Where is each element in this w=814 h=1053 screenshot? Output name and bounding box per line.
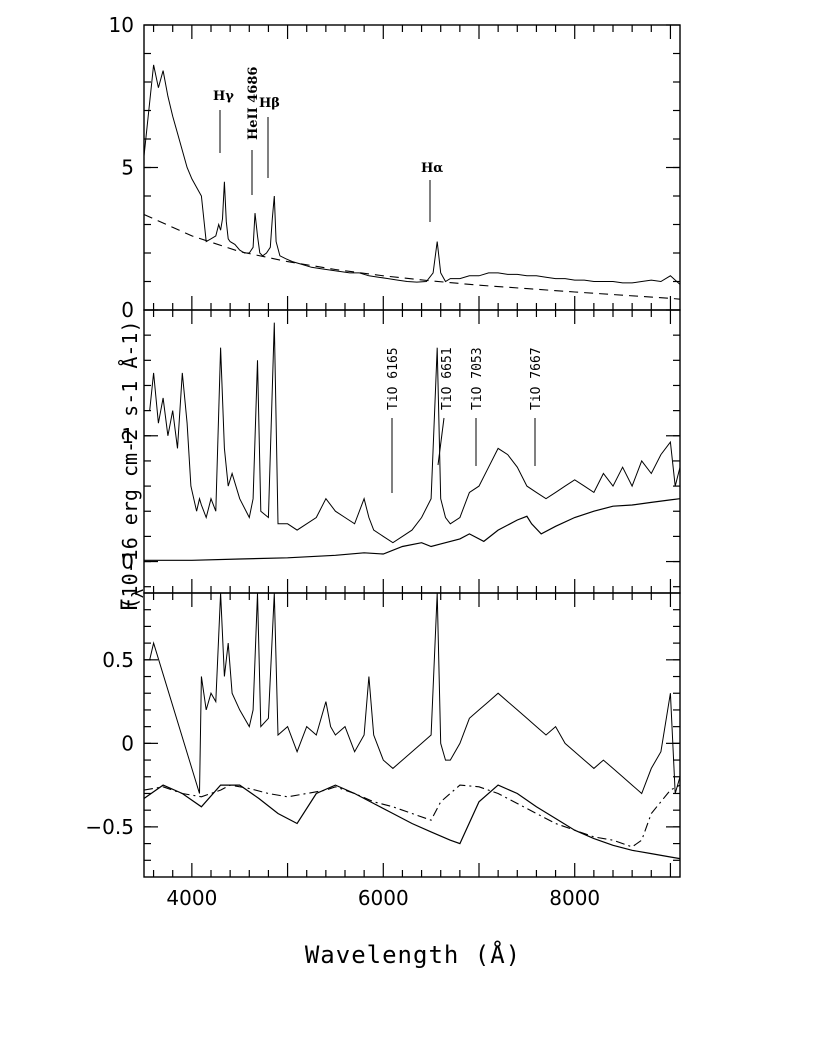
y-axis-title-units: (10-16 erg cm-2 s-1 Å-1) bbox=[118, 321, 142, 610]
y-axis-title-group: Fλ (10-16 erg cm-2 s-1 Å-1) bbox=[118, 321, 147, 612]
panel-bottom-series-0 bbox=[149, 593, 680, 795]
panel-bottom: −0.5 0 0.5 bbox=[85, 592, 681, 878]
panel-bottom-ytick-label: −0.5 bbox=[85, 815, 134, 839]
x-axis-title: Wavelength (Å) bbox=[305, 940, 521, 969]
panel-top-ytick-label: 0 bbox=[121, 298, 134, 322]
panel-top-ytick-label: 5 bbox=[121, 156, 134, 180]
annotation-tio-6651-tick bbox=[437, 417, 445, 466]
panel-top-series-group bbox=[144, 64, 680, 300]
annotation-h-beta: Hβ bbox=[259, 96, 280, 111]
panel-bottom-ytick-label: 0 bbox=[121, 731, 134, 755]
panel-top-series-0 bbox=[144, 64, 680, 285]
panel-top-ytick-label: 10 bbox=[109, 13, 134, 37]
panel-bottom-ytick-label: 0.5 bbox=[102, 648, 134, 672]
annotation-tio-7053: TiO 7053 bbox=[470, 347, 485, 410]
panel-middle-ytick-label: 1 bbox=[121, 424, 134, 448]
xtick-label: 8000 bbox=[549, 886, 600, 910]
panel-middle-series-group bbox=[144, 322, 680, 561]
panel-middle: 01 bbox=[121, 309, 681, 594]
panel-top-frame bbox=[143, 24, 681, 311]
line-annotations: Hγ HeII 4686 Hβ Hα TiO 6165 TiO 6651 TiO… bbox=[213, 67, 544, 493]
panel-bottom-series-2 bbox=[144, 784, 680, 848]
panel-top-series-1 bbox=[144, 213, 680, 300]
annotation-tio-7667: TiO 7667 bbox=[529, 347, 544, 410]
panel-middle-series-0 bbox=[149, 322, 680, 544]
xtick-label: 6000 bbox=[358, 886, 409, 910]
panel-top: 0 5 10 bbox=[109, 13, 681, 322]
panel-bottom-series-group bbox=[144, 593, 680, 860]
annotation-tio-6651: TiO 6651 bbox=[440, 347, 455, 410]
xtick-label: 4000 bbox=[166, 886, 217, 910]
panel-bottom-series-1 bbox=[144, 784, 680, 860]
panel-middle-ytick-label: 0 bbox=[121, 550, 134, 574]
panel-bottom-frame bbox=[143, 592, 681, 878]
panel-middle-series-1 bbox=[144, 498, 680, 561]
annotation-tio-6165: TiO 6165 bbox=[386, 347, 401, 410]
annotation-h-gamma: Hγ bbox=[213, 89, 234, 104]
annotation-heii-4686: HeII 4686 bbox=[246, 67, 261, 140]
annotation-h-alpha: Hα bbox=[421, 161, 443, 176]
y-axis-title-main: Fλ bbox=[118, 588, 147, 611]
